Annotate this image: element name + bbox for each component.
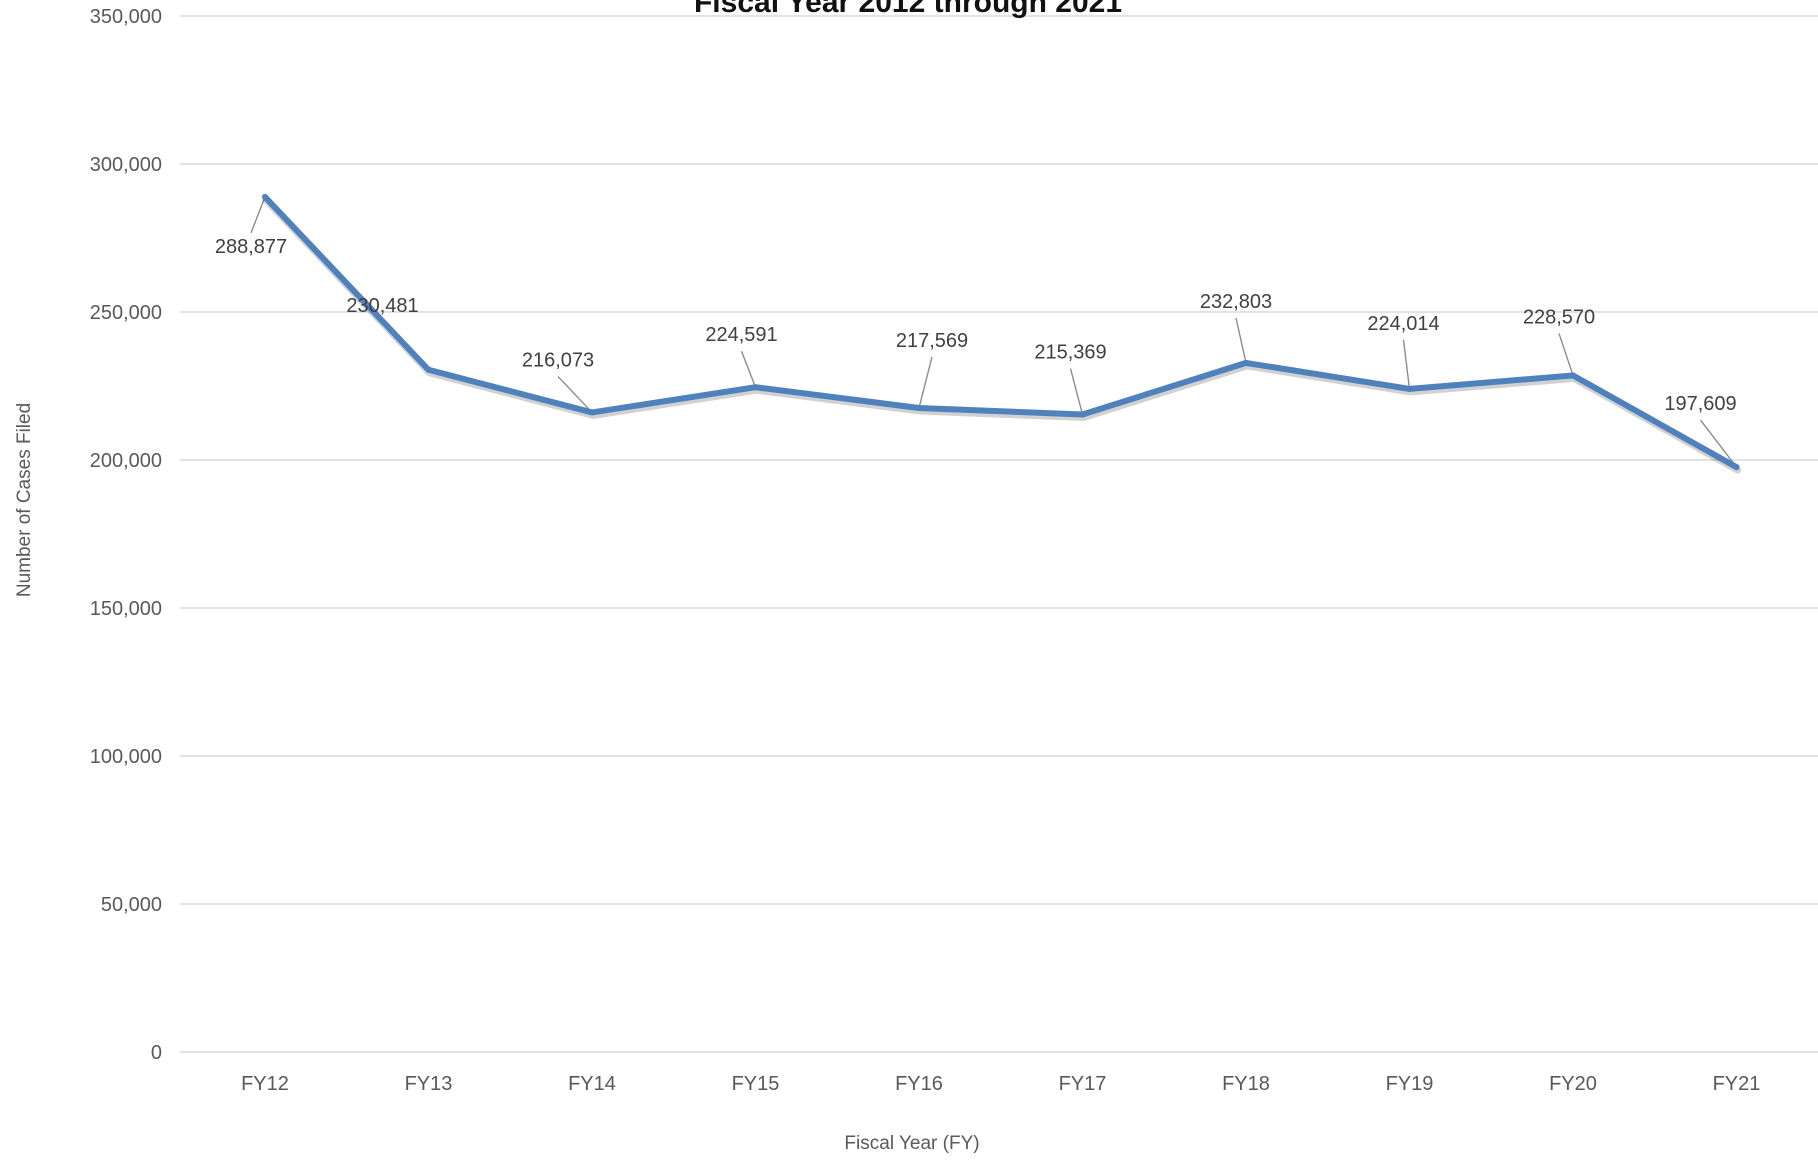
x-tick-label: FY15 xyxy=(732,1073,780,1095)
data-label-leaders xyxy=(250,196,1738,468)
chart-title: Fiscal Year 2012 through 2021 xyxy=(694,0,1122,19)
data-point xyxy=(589,409,595,416)
data-label: 215,369 xyxy=(1034,342,1106,364)
data-label: 224,014 xyxy=(1367,313,1439,335)
x-tick-label: FY19 xyxy=(1386,1073,1434,1095)
y-tick-label: 0 xyxy=(151,1042,162,1064)
x-axis-ticks: FY12 FY13 FY14 FY15 FY16 FY17 FY18 FY19 FY20 FY21 xyxy=(241,1073,1760,1095)
data-point xyxy=(916,404,922,411)
data-label-leader xyxy=(740,350,757,388)
y-tick-label: 250,000 xyxy=(90,302,162,324)
x-tick-label: FY21 xyxy=(1713,1073,1761,1095)
data-label: 217,569 xyxy=(896,330,968,352)
data-label: 197,609 xyxy=(1664,393,1736,415)
y-axis-ticks: 0 50,000 100,000 150,000 200,000 250,000 300,0… xyxy=(90,6,162,1064)
data-point xyxy=(1570,372,1576,379)
data-point xyxy=(262,193,268,200)
y-tick-label: 300,000 xyxy=(90,154,162,176)
data-labels: 288,877 230,481 216,073 224,591 217,569 215,3… xyxy=(215,236,1737,415)
x-tick-label: FY18 xyxy=(1222,1073,1270,1095)
data-point xyxy=(425,366,432,373)
data-label: 216,073 xyxy=(522,349,594,371)
data-label: 224,591 xyxy=(705,324,777,346)
data-label-leader xyxy=(1699,419,1738,468)
y-tick-label: 50,000 xyxy=(101,894,162,916)
series-layer xyxy=(262,193,1741,474)
data-label-leader xyxy=(250,196,266,234)
y-axis-title: Number of Cases Filed xyxy=(14,403,35,597)
data-label-leader xyxy=(1069,368,1084,415)
data-label: 228,570 xyxy=(1523,306,1595,328)
data-point xyxy=(1733,464,1740,471)
x-tick-label: FY17 xyxy=(1059,1073,1107,1095)
x-tick-label: FY14 xyxy=(568,1073,616,1095)
data-label-leader xyxy=(918,356,933,409)
data-label-leader xyxy=(557,375,593,413)
y-tick-label: 350,000 xyxy=(90,6,162,28)
y-tick-label: 100,000 xyxy=(90,746,162,768)
data-point xyxy=(1406,385,1413,392)
data-label-leader xyxy=(1558,333,1574,376)
data-point xyxy=(752,384,759,391)
data-label: 230,481 xyxy=(346,295,418,317)
gridlines xyxy=(180,15,1818,1053)
data-label-leader xyxy=(1402,339,1411,390)
data-point xyxy=(1243,359,1249,366)
data-label-leader xyxy=(1235,317,1247,364)
x-axis-title: Fiscal Year (FY) xyxy=(844,1133,979,1154)
y-tick-label: 150,000 xyxy=(90,598,162,620)
x-tick-label: FY12 xyxy=(241,1073,289,1095)
series-line-shadow xyxy=(262,196,1741,474)
x-tick-label: FY20 xyxy=(1549,1073,1597,1095)
y-tick-label: 200,000 xyxy=(90,450,162,472)
data-label: 288,877 xyxy=(215,236,287,258)
data-label: 232,803 xyxy=(1200,291,1272,313)
series-line xyxy=(262,193,1740,471)
data-point xyxy=(1079,411,1086,418)
x-tick-label: FY16 xyxy=(895,1073,943,1095)
x-tick-label: FY13 xyxy=(405,1073,453,1095)
